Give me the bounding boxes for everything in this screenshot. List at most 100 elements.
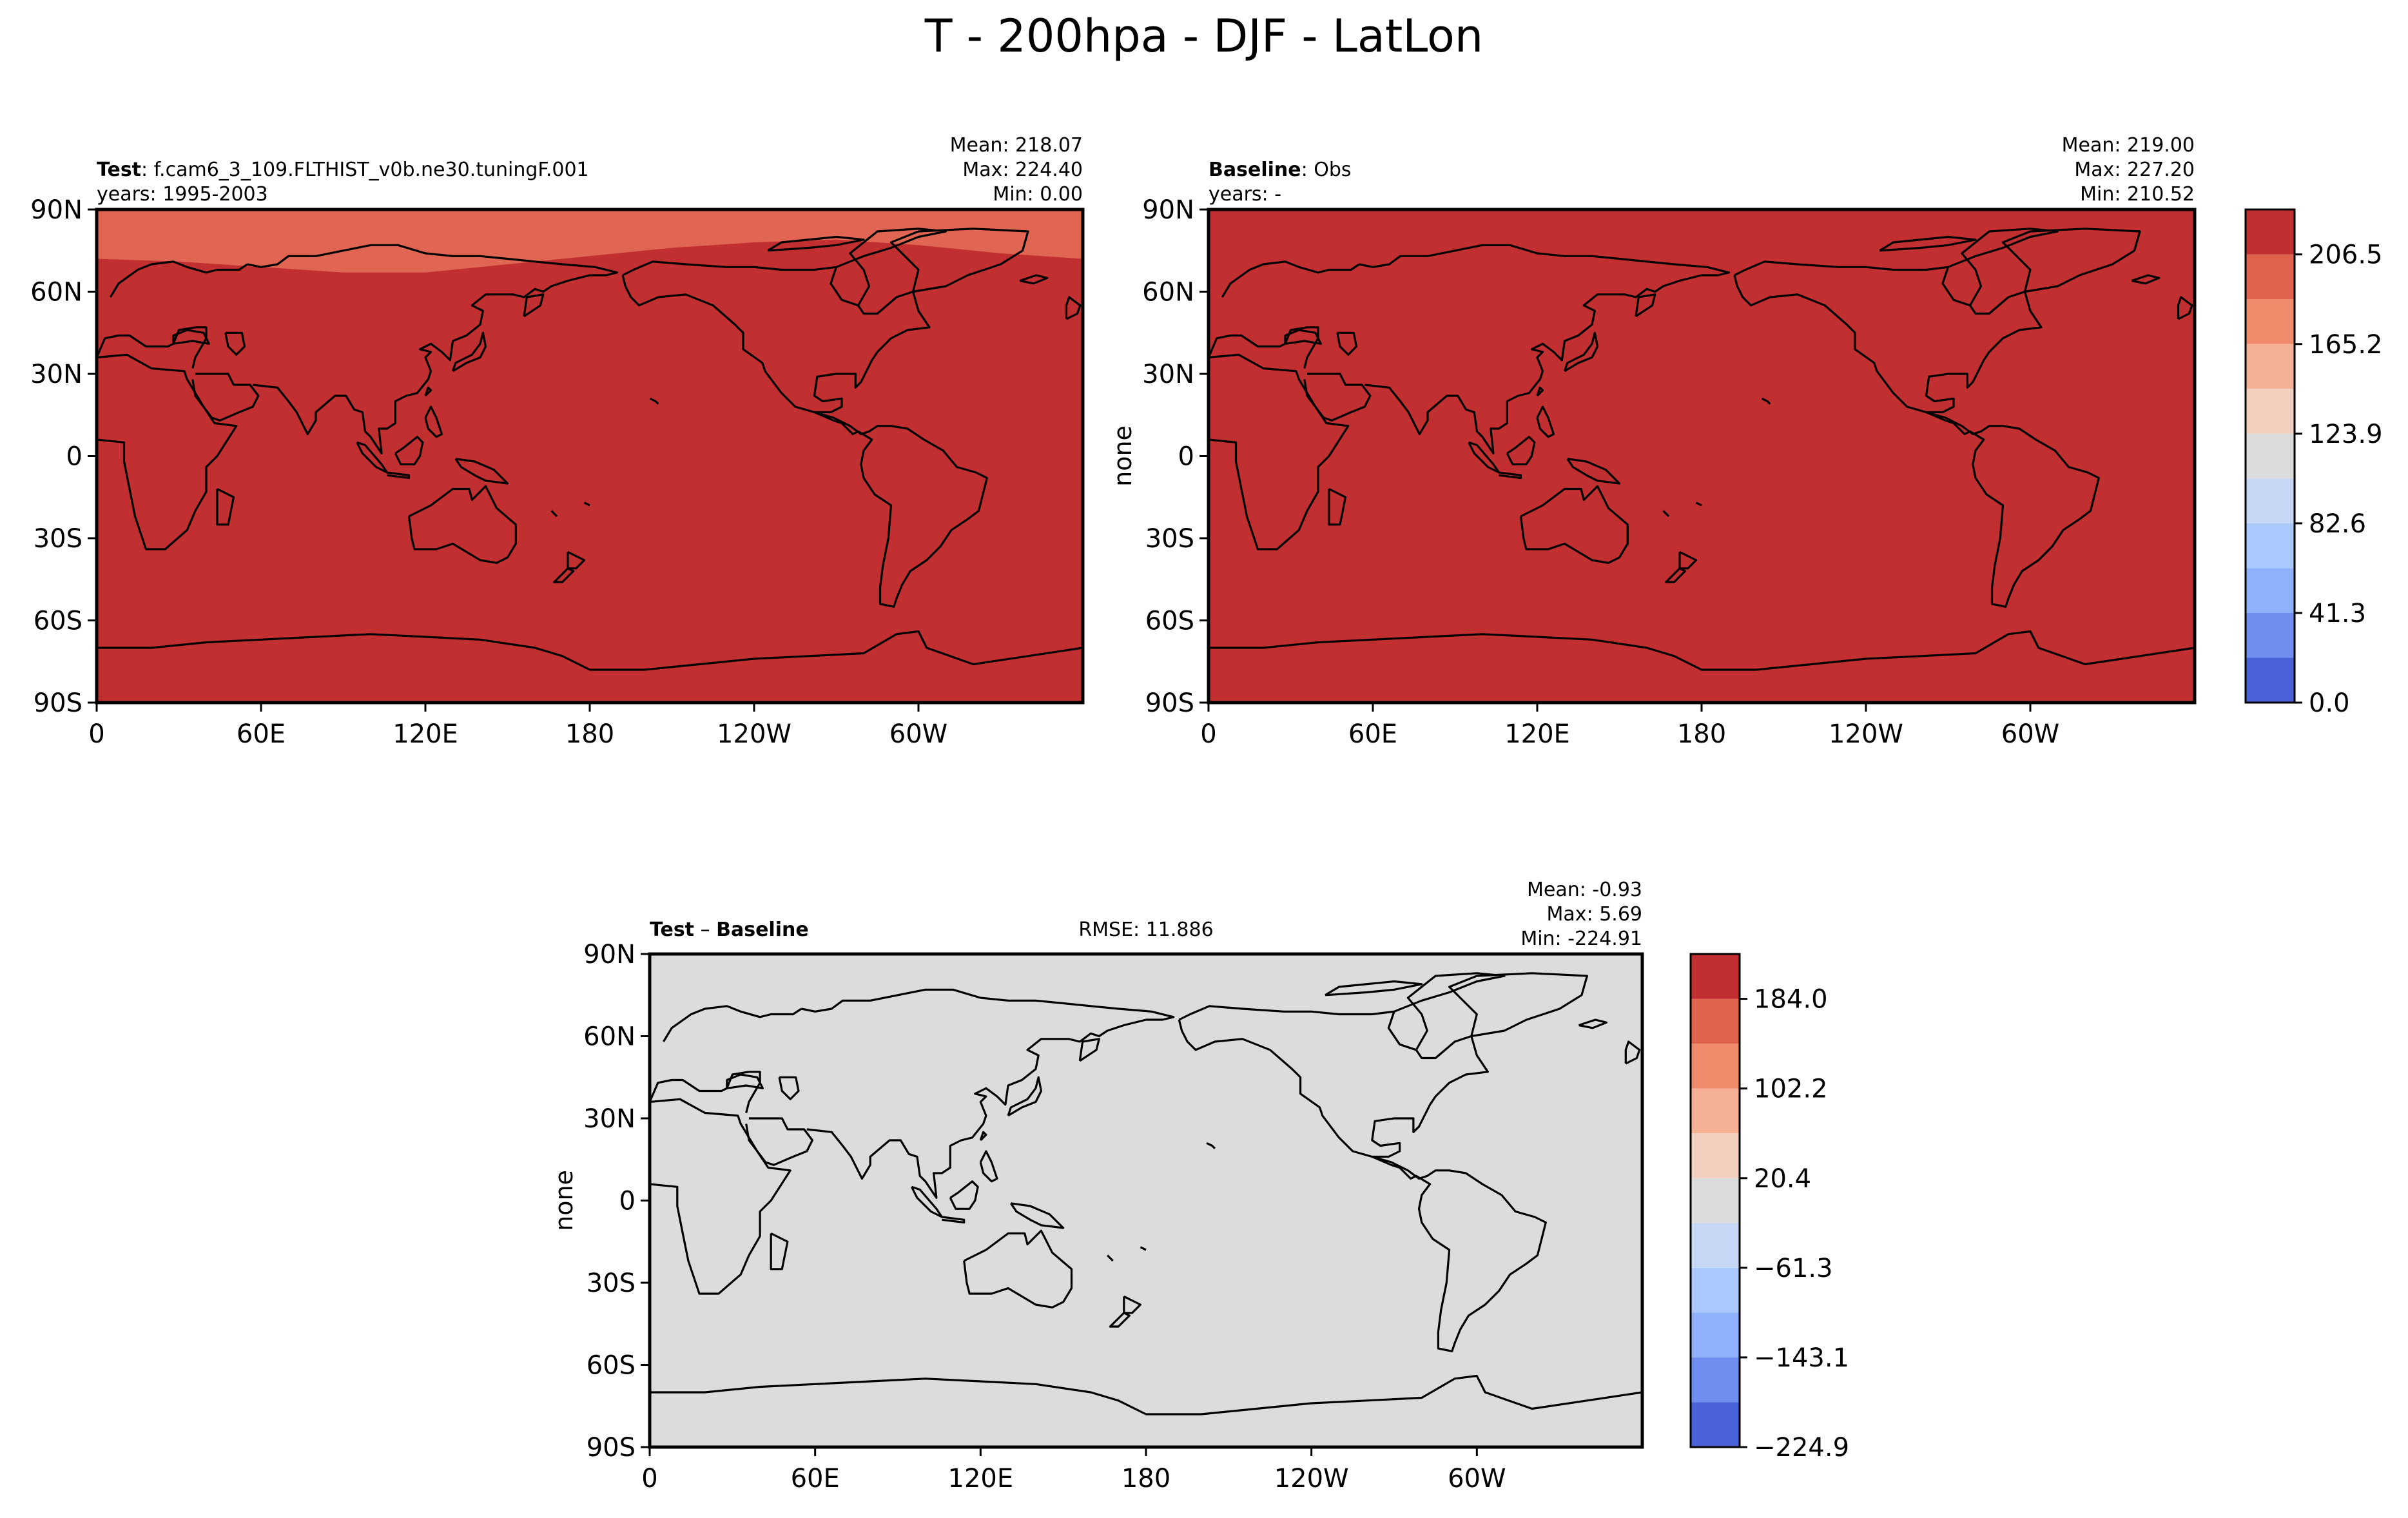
colorbar-tick-label: −61.3 bbox=[1754, 1254, 1833, 1283]
coastline bbox=[1336, 331, 1358, 356]
y-tick-label: 60N bbox=[583, 1022, 636, 1052]
colorbar-segment bbox=[2246, 657, 2295, 703]
x-tick-label: 60E bbox=[1348, 719, 1397, 749]
polar-band bbox=[97, 209, 1083, 273]
coastline bbox=[451, 331, 487, 373]
panel-label: Test: f.cam6_3_109.FLTHIST_v0b.ne30.tuni… bbox=[97, 159, 589, 181]
panel-label: Baseline: Obs bbox=[1209, 159, 1352, 181]
coastline bbox=[1624, 1040, 1641, 1065]
colorbar-tick-label: 184.0 bbox=[1754, 985, 1828, 1015]
colorbar-segment bbox=[2246, 299, 2295, 344]
panel-years: years: 1995-2003 bbox=[97, 183, 268, 206]
colorbar-frame bbox=[1689, 953, 1741, 1448]
coastline bbox=[830, 266, 859, 307]
y-tick-label: 30S bbox=[34, 524, 83, 554]
coastline bbox=[2001, 228, 2141, 293]
colorbar-segment bbox=[1691, 1312, 1740, 1357]
test-map-panel: 0 60E 120E 180 120W 60W 90N 60N 30N 0 30S 60S 90S Mea… bbox=[30, 134, 1085, 749]
coastline bbox=[567, 550, 586, 570]
coastline bbox=[1678, 550, 1698, 570]
y-tick-label: 0 bbox=[1178, 442, 1194, 472]
map-fill bbox=[1209, 209, 2195, 703]
coastline bbox=[550, 510, 558, 518]
colorbar-frame bbox=[2244, 208, 2296, 704]
coastline bbox=[1284, 329, 1322, 345]
x-tick-label: 180 bbox=[1677, 719, 1726, 749]
x-tick-label: 120W bbox=[717, 719, 791, 749]
coastline bbox=[649, 397, 659, 405]
x-tick-label: 60E bbox=[237, 719, 286, 749]
coastline bbox=[97, 353, 238, 550]
coastline bbox=[1563, 331, 1599, 373]
y-tick-label: 30N bbox=[30, 360, 83, 389]
colorbar-tick-label: 123.9 bbox=[2309, 420, 2383, 449]
colorbar-tick-label: 41.3 bbox=[2309, 599, 2366, 628]
coastline bbox=[172, 329, 210, 345]
y-tick-label: 30S bbox=[1145, 524, 1194, 554]
y-tick-label: 90N bbox=[30, 195, 83, 225]
coastline bbox=[1325, 980, 1423, 997]
coastline bbox=[1941, 266, 1971, 307]
coastline bbox=[97, 630, 1083, 671]
stat-mean: Mean: -0.93 bbox=[1527, 879, 1642, 901]
y-tick-label: 60S bbox=[1145, 607, 1194, 636]
colorbar-segment bbox=[2246, 433, 2295, 479]
coastline bbox=[650, 1098, 791, 1295]
y-tick-label: 0 bbox=[619, 1187, 636, 1216]
colorbar-tick-label: −143.1 bbox=[1754, 1343, 1849, 1373]
coastline bbox=[726, 1073, 764, 1089]
y-tick-label: 30S bbox=[587, 1269, 636, 1298]
x-tick-label: 120W bbox=[1829, 719, 1903, 749]
coastline bbox=[1662, 510, 1670, 518]
coastline bbox=[1359, 244, 1731, 454]
stat-mean: Mean: 218.07 bbox=[950, 134, 1083, 157]
coastline bbox=[1206, 1142, 1216, 1149]
y-axis-label: none bbox=[1109, 425, 1137, 487]
colorbar-segment bbox=[2246, 389, 2295, 434]
stat-mean: Mean: 219.00 bbox=[2062, 134, 2195, 157]
colorbar-segment bbox=[1691, 1133, 1740, 1178]
coastline bbox=[778, 1076, 800, 1100]
coastline bbox=[1519, 485, 1629, 564]
baseline-colorbar: 0.0 41.3 82.6 123.9 165.2 206.5 bbox=[2244, 208, 2383, 718]
coastline bbox=[1733, 228, 2059, 414]
coastline bbox=[247, 244, 619, 454]
colorbar-segment bbox=[1691, 1357, 1740, 1403]
coastline bbox=[1010, 1202, 1065, 1229]
difference-colorbar: −224.9 −143.1 −61.3 20.4 102.2 184.0 bbox=[1689, 953, 1849, 1463]
coastline bbox=[767, 235, 865, 252]
y-tick-label: 90S bbox=[34, 688, 83, 718]
x-tick-label: 60W bbox=[2001, 719, 2059, 749]
x-tick-label: 120E bbox=[948, 1464, 1014, 1494]
coastline bbox=[394, 436, 424, 465]
y-tick-label: 30N bbox=[1142, 360, 1194, 389]
coastline bbox=[621, 228, 947, 414]
stat-max: Max: 5.69 bbox=[1547, 903, 1642, 926]
x-tick-label: 0 bbox=[88, 719, 104, 749]
coastline bbox=[1209, 353, 1350, 550]
panel-label: Test – Baseline bbox=[650, 919, 809, 941]
colorbar-tick-label: 20.4 bbox=[1754, 1164, 1811, 1194]
coastline bbox=[424, 386, 432, 397]
coastline bbox=[1078, 1038, 1100, 1062]
colorbar-segment bbox=[1691, 1223, 1740, 1268]
coastlines bbox=[1209, 228, 2195, 671]
y-tick-label: 60N bbox=[30, 278, 83, 307]
coastline bbox=[1665, 567, 1687, 583]
coastline bbox=[553, 567, 575, 583]
baseline-map-panel: 0 60E 120E 180 120W 60W 90N 60N 30N 0 30S 60S 90S non… bbox=[1109, 134, 2197, 749]
x-tick-label: 0 bbox=[641, 1464, 657, 1494]
coastline bbox=[523, 293, 545, 318]
colorbar-segment bbox=[1691, 1402, 1740, 1447]
coastline bbox=[1209, 630, 2195, 671]
colorbar-segment bbox=[2246, 254, 2295, 300]
coastline bbox=[583, 501, 590, 507]
coastline bbox=[191, 373, 260, 422]
colorbar-segment bbox=[2246, 523, 2295, 569]
difference-map-panel: 0 60E 120E 180 120W 60W 90N 60N 30N 0 30S 60S 90S non… bbox=[550, 879, 1644, 1494]
x-tick-label: 180 bbox=[565, 719, 614, 749]
y-tick-label: 60S bbox=[587, 1351, 636, 1381]
coastline bbox=[1761, 397, 1771, 405]
y-axis-label: none bbox=[550, 1170, 578, 1231]
